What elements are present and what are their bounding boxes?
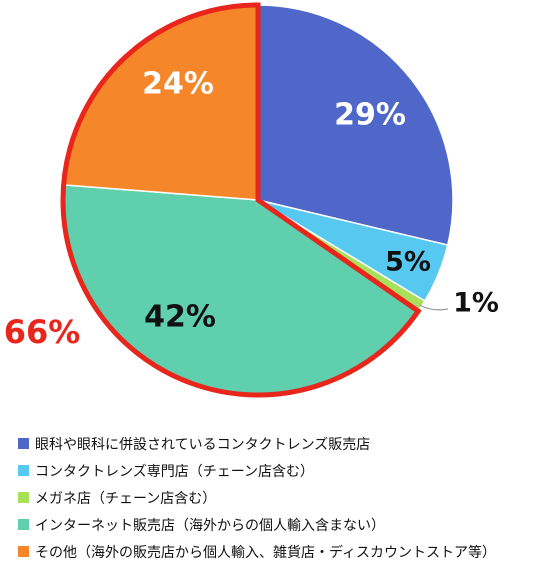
legend-item-3: メガネ店（チェーン店含む） [18, 484, 496, 511]
legend-swatch [18, 519, 29, 530]
legend-label: インターネット販売店（海外からの個人輸入含まない） [35, 517, 385, 534]
highlight-total-label: 66% [4, 313, 81, 351]
legend-swatch [18, 492, 29, 503]
data-label-3: 1% [453, 288, 499, 319]
data-label-5: 24% [142, 67, 214, 102]
legend: 眼科や眼科に併設されているコンタクトレンズ販売店 コンタクトレンズ専門店（チェーン… [18, 430, 496, 565]
legend-label: メガネ店（チェーン店含む） [35, 490, 217, 507]
legend-item-4: インターネット販売店（海外からの個人輸入含まない） [18, 511, 496, 538]
legend-swatch [18, 465, 29, 476]
legend-label: 眼科や眼科に併設されているコンタクトレンズ販売店 [35, 436, 371, 453]
data-label-2: 5% [385, 247, 431, 278]
legend-label: コンタクトレンズ専門店（チェーン店含む） [35, 463, 315, 480]
legend-item-2: コンタクトレンズ専門店（チェーン店含む） [18, 457, 496, 484]
data-label-4: 42% [144, 300, 216, 335]
legend-item-5: その他（海外の販売店から個人輸入、雑貨店・ディスカウントストア等） [18, 538, 496, 565]
legend-swatch [18, 546, 29, 557]
data-label-1: 29% [334, 98, 406, 133]
legend-label: その他（海外の販売店から個人輸入、雑貨店・ディスカウントストア等） [35, 544, 497, 561]
legend-item-1: 眼科や眼科に併設されているコンタクトレンズ販売店 [18, 430, 496, 457]
pie-slice-1 [257, 4, 454, 246]
pie-chart: 29% 5% 1% 42% 24% 66% [4, 2, 499, 398]
pie-slice-5 [62, 4, 259, 201]
highlight-outline [60, 2, 422, 398]
leader-line [419, 304, 449, 311]
legend-swatch [18, 438, 29, 449]
